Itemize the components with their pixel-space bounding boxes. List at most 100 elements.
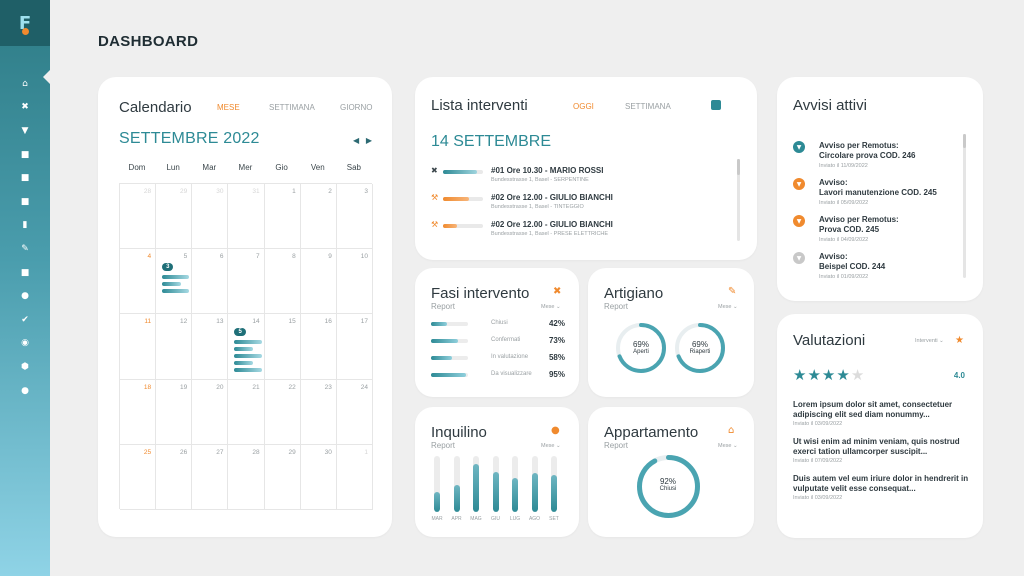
tab-giorno[interactable]: GIORNO [340, 103, 373, 112]
calendar-day[interactable]: 15 [264, 314, 301, 380]
prev-month-icon[interactable]: ◀ [353, 136, 360, 145]
tab-oggi[interactable]: OGGI [573, 102, 594, 111]
event-bar[interactable] [234, 361, 254, 365]
event-bar[interactable] [234, 347, 254, 351]
calendar-day[interactable]: 2 [300, 184, 337, 250]
calendar-day[interactable]: 27 [192, 444, 229, 510]
calendar-day[interactable]: 30 [300, 444, 337, 510]
sidebar-item-gear[interactable]: ⬢ [0, 355, 50, 379]
sidebar-item-tools[interactable]: ✖ [0, 96, 50, 120]
filter-icon: ▼ [793, 178, 805, 190]
review-item[interactable]: Duis autem vel eum iriure dolor in hendr… [793, 474, 973, 501]
calendar-day[interactable]: 13 [192, 314, 229, 380]
donut-value: 69% [632, 340, 649, 349]
event-bar[interactable] [234, 340, 262, 344]
alert-date: Inviato il 04/09/2022 [819, 237, 869, 243]
tenant-period-select[interactable]: Mese ⌄ [541, 443, 561, 449]
sidebar-item-check[interactable]: ✔ [0, 308, 50, 332]
sidebar-item-users[interactable]: ● [0, 284, 50, 308]
calendar-day[interactable]: 18 [120, 379, 157, 445]
intervention-item[interactable]: ⚒ #02 Ore 12.00 - GIULIO BIANCHI Bundesstr… [431, 193, 731, 217]
calendar-day[interactable]: 28 [228, 444, 265, 510]
event-bar[interactable] [162, 282, 181, 286]
calendar-day[interactable]: 22 [264, 379, 301, 445]
sidebar-item-wrench[interactable]: ✎ [0, 237, 50, 261]
event-bar[interactable] [162, 275, 190, 279]
app-logo[interactable]: F [0, 0, 50, 46]
calendar-day[interactable]: 10 [336, 249, 374, 315]
event-bar[interactable] [234, 354, 262, 358]
tools-icon: ✖ [431, 166, 438, 175]
phases-period-select[interactable]: Mese ⌄ [541, 304, 561, 310]
ratings-filter-select[interactable]: Interventi ⌄ [915, 338, 944, 344]
calendar-day[interactable]: 14 5 [228, 314, 265, 380]
tab-settimana-interventi[interactable]: SETTIMANA [625, 102, 671, 111]
tenant-bar-label: SET [549, 516, 559, 522]
calendar-day[interactable]: 16 [300, 314, 337, 380]
alerts-title: Avvisi attivi [793, 97, 867, 114]
intervention-item[interactable]: ⚒ #02 Ore 12.00 - GIULIO BIANCHI Bundesstr… [431, 220, 731, 244]
apartment-donut [636, 454, 700, 518]
review-item[interactable]: Ut wisi enim ad minim veniam, quis nostr… [793, 437, 973, 464]
calendar-day[interactable]: 11 [120, 314, 157, 380]
filter-icon: ▼ [793, 252, 805, 264]
sidebar-item-document[interactable]: ■ [0, 166, 50, 190]
calendar-day[interactable]: 21 [228, 379, 265, 445]
sidebar-item-chat[interactable]: ● [0, 379, 50, 403]
day-number: 29 [288, 448, 296, 456]
alerts-scrollbar[interactable] [963, 134, 966, 278]
calendar-day[interactable]: 1 [336, 444, 374, 510]
sidebar-item-home[interactable]: ⌂ [0, 72, 50, 96]
calendar-day[interactable]: 7 [228, 249, 265, 315]
event-count-badge[interactable]: 3 [162, 263, 174, 272]
next-month-icon[interactable]: ▶ [365, 136, 372, 145]
calendar-day[interactable]: 12 [156, 314, 193, 380]
check-icon: ✔ [21, 314, 29, 325]
calendar-day[interactable]: 20 [192, 379, 229, 445]
star-icon: ★ [850, 366, 866, 384]
calendar-day[interactable]: 28 [120, 184, 157, 250]
review-item[interactable]: Lorem ipsum dolor sit amet, consectetuer… [793, 400, 973, 427]
intervention-item[interactable]: ✖ #01 Ore 10.30 - MARIO ROSSI Bundesstrass… [431, 166, 731, 190]
sidebar-item-folder[interactable]: ■ [0, 143, 50, 167]
calendar-day[interactable]: 19 [156, 379, 193, 445]
alert-title: Avviso: Lavori manutenzione COD. 245 [819, 178, 937, 197]
intervention-title: #02 Ore 12.00 - GIULIO BIANCHI [491, 220, 613, 229]
calendar-day[interactable]: 6 [192, 249, 229, 315]
phase-row: In valutazione 58% [431, 353, 565, 365]
calendar-day[interactable]: 9 [300, 249, 337, 315]
calendar-day[interactable]: 30 [192, 184, 229, 250]
calendar-day[interactable]: 24 [336, 379, 374, 445]
interventions-scrollbar[interactable] [737, 159, 740, 241]
calendar-day[interactable]: 23 [300, 379, 337, 445]
sidebar-item-bookmark[interactable]: ▮ [0, 214, 50, 238]
calendar-day[interactable]: 4 [120, 249, 157, 315]
calendar-day[interactable]: 26 [156, 444, 193, 510]
calendar-day[interactable]: 1 [264, 184, 301, 250]
calendar-day[interactable]: 3 [336, 184, 374, 250]
sidebar-item-filter[interactable]: ▼ [0, 119, 50, 143]
tools-icon: ✖ [21, 102, 29, 113]
craftsman-period-select[interactable]: Mese ⌄ [718, 304, 738, 310]
phases-card: Fasi intervento Report ✖ Mese ⌄ Chiusi 42… [415, 268, 579, 397]
calendar-day[interactable]: 29 [156, 184, 193, 250]
tab-mese[interactable]: MESE [217, 103, 240, 112]
calendar-day[interactable]: 17 [336, 314, 374, 380]
event-count-badge[interactable]: 5 [234, 328, 246, 337]
apartment-card: Appartamento Report ⌂ Mese ⌄ 92% Chiusi [588, 407, 754, 537]
interventions-date: 14 SETTEMBRE [431, 133, 552, 150]
day-number: 4 [147, 253, 152, 261]
tab-settimana[interactable]: SETTIMANA [269, 103, 315, 112]
calendar-day[interactable]: 8 [264, 249, 301, 315]
calendar-day[interactable]: 25 [120, 444, 157, 510]
calendar-day[interactable]: 29 [264, 444, 301, 510]
apartment-period-select[interactable]: Mese ⌄ [718, 443, 738, 449]
event-bar[interactable] [162, 289, 190, 293]
calendar-icon[interactable] [711, 100, 721, 110]
calendar-day[interactable]: 31 [228, 184, 265, 250]
event-bar[interactable] [234, 368, 262, 372]
sidebar-item-file[interactable]: ■ [0, 190, 50, 214]
sidebar-item-briefcase[interactable]: ■ [0, 261, 50, 285]
sidebar-item-power[interactable]: ◉ [0, 332, 50, 356]
